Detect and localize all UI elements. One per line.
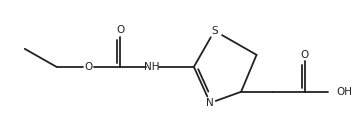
Text: N: N xyxy=(206,98,214,108)
Text: O: O xyxy=(300,50,309,60)
Text: O: O xyxy=(116,25,124,35)
Text: O: O xyxy=(84,62,92,72)
Text: NH: NH xyxy=(144,62,160,72)
Text: S: S xyxy=(211,26,218,36)
Text: OH: OH xyxy=(336,87,352,97)
